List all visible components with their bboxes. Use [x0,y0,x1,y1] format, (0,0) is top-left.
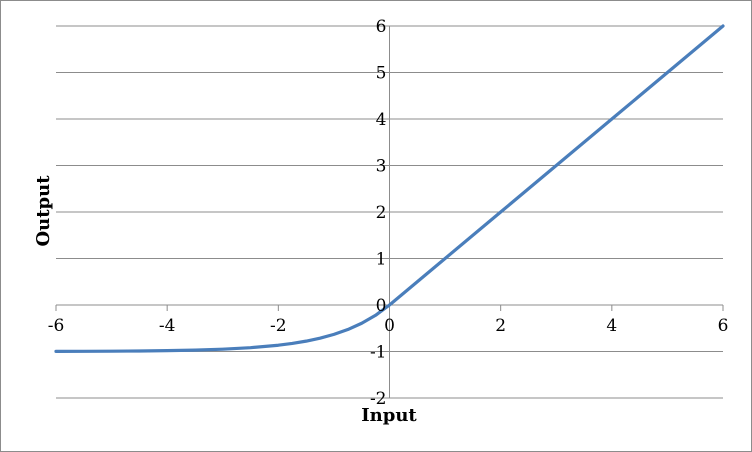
y-tick-label-2: 2 [376,203,387,223]
y-tick-label-6: 6 [376,17,387,37]
y-tick-label-4: 4 [376,110,387,130]
x-axis-title: Input [361,405,417,426]
y-tick-label--1: -1 [370,343,387,363]
x-tick-label-4: 4 [606,316,617,336]
x-tick-label-2: 2 [495,316,506,336]
x-tick-label-6: 6 [718,316,729,336]
y-tick-labels: -2 -1 0 1 2 3 4 5 6 [370,17,387,409]
series-line-0 [54,24,725,354]
y-tick-label-3: 3 [376,157,387,177]
x-tick-label--4: -4 [159,316,176,336]
y-tick-label-1: 1 [376,250,387,270]
x-tick-label--6: -6 [48,316,65,336]
x-tick-label-0: 0 [384,316,395,336]
series-layer [54,24,725,354]
y-axis-title: Output [33,175,54,247]
y-tick-label--2: -2 [370,389,387,409]
x-tick-label--2: -2 [270,316,287,336]
y-tick-label-0: 0 [376,296,387,316]
x-tick-labels: -6 -4 -2 0 2 4 6 [48,316,729,336]
y-tick-label-5: 5 [376,64,387,84]
